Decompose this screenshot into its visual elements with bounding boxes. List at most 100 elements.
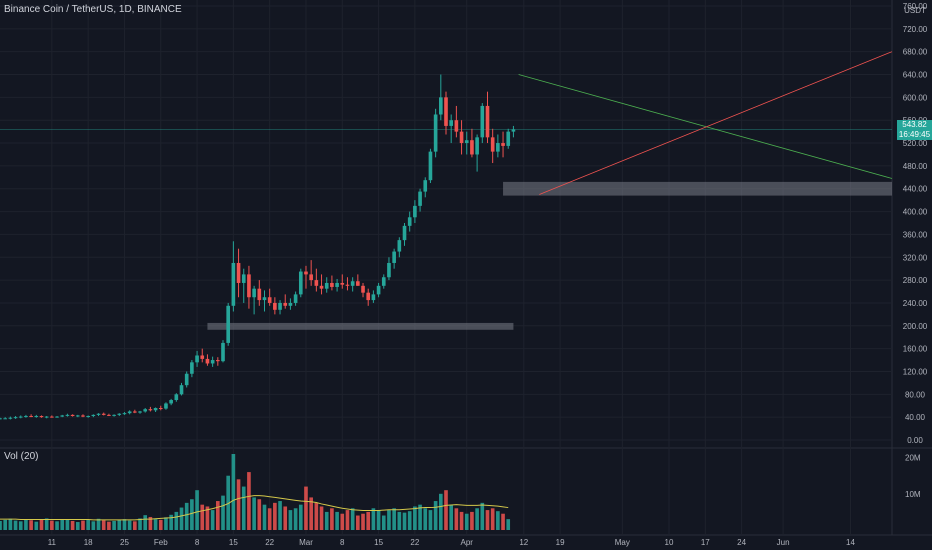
candle-body	[247, 274, 251, 298]
volume-bar	[29, 520, 33, 530]
volume-bar	[407, 511, 412, 530]
candle-body	[496, 143, 500, 152]
candle-body	[366, 292, 371, 301]
volume-bar	[475, 508, 479, 530]
x-tick-label: 14	[846, 538, 855, 547]
y-tick-label: 400.00	[903, 208, 928, 217]
grid-lines	[0, 0, 932, 536]
candle-body	[423, 180, 428, 192]
candle-body	[257, 288, 262, 301]
candle-body	[464, 140, 469, 144]
candle-body	[164, 403, 168, 409]
volume-bar	[91, 521, 96, 530]
y-tick-label: 200.00	[903, 322, 928, 331]
candle-body	[91, 414, 96, 417]
volume-bar	[81, 520, 85, 530]
candle-body	[490, 137, 495, 152]
volume-bar	[501, 513, 505, 530]
volume-bar	[107, 521, 111, 530]
volume-bar	[179, 507, 184, 530]
volume-bar	[397, 511, 402, 530]
current-price: 543.82	[902, 120, 927, 129]
volume-bar	[480, 502, 485, 530]
volume-bar	[184, 502, 189, 530]
volume-bar	[13, 520, 18, 530]
y-tick-label: 160.00	[903, 345, 928, 354]
volume-bar	[174, 511, 179, 530]
trendline-lower	[539, 51, 893, 195]
y-tick-label: 640.00	[903, 71, 928, 80]
x-tick-label: Apr	[461, 538, 474, 547]
volume-bar	[340, 513, 345, 530]
x-tick-label: 19	[556, 538, 565, 547]
candle-body	[319, 285, 324, 289]
currency-label: USDT	[904, 6, 926, 15]
price-axis[interactable]: 760.00720.00680.00640.00600.00560.00520.…	[903, 2, 928, 445]
volume-bar	[153, 519, 158, 530]
y-tick-label: 520.00	[903, 139, 928, 148]
volume-bar	[96, 518, 101, 530]
volume-bar	[34, 521, 39, 530]
current-price-tag: 543.82 16:49:45	[897, 120, 932, 140]
candle-body	[392, 251, 396, 263]
candle-body	[438, 97, 443, 115]
y-tick-label: 480.00	[903, 162, 928, 171]
volume-bar	[288, 510, 293, 530]
volume-bar	[65, 519, 70, 530]
candle-body	[221, 342, 225, 362]
candle-body	[309, 274, 313, 281]
candle-body	[428, 151, 433, 181]
candle-body	[304, 271, 308, 275]
bar-countdown: 16:49:45	[898, 130, 931, 139]
x-tick-label: 11	[48, 538, 57, 547]
volume-bar	[75, 522, 80, 530]
volume-bar	[309, 497, 313, 530]
candle-body	[413, 205, 417, 218]
candle-body	[29, 416, 33, 418]
y-tick-label: 360.00	[903, 230, 928, 239]
candle-body	[356, 281, 360, 286]
volume-axis[interactable]: 20M 10M	[905, 454, 921, 499]
candle-body	[200, 355, 205, 359]
time-axis[interactable]: 11 18 25 Feb 8 15 22 Mar 8 15 22 Apr 12 19 May 10 17 24 Ju…	[48, 538, 856, 547]
volume-bar	[221, 495, 225, 530]
candle-body	[210, 360, 215, 364]
candle-body	[293, 294, 298, 303]
candle-body	[153, 408, 158, 411]
candle-body	[44, 416, 49, 418]
candle-body	[449, 120, 454, 126]
volume-bar	[490, 508, 495, 530]
volume-indicator-label[interactable]: Vol (20)	[4, 451, 39, 462]
volume-bar	[438, 493, 443, 530]
candle-body	[24, 416, 28, 418]
y-tick-label: 720.00	[903, 25, 928, 34]
volume-bar	[293, 508, 298, 530]
volume-bar	[470, 511, 474, 530]
x-tick-label: May	[615, 538, 630, 547]
volume-bar	[485, 510, 490, 530]
volume-bar	[148, 516, 153, 530]
candle-body	[184, 373, 189, 386]
candle-body	[18, 416, 23, 418]
candle-body	[50, 416, 54, 418]
candle-body	[34, 416, 39, 418]
x-tick-label: 15	[374, 538, 383, 547]
candle-body	[8, 417, 13, 419]
volume-bar	[278, 501, 282, 530]
x-tick-label: 10	[665, 538, 674, 547]
volume-bar	[215, 501, 220, 530]
volume-bar	[60, 519, 65, 530]
x-tick-label: 18	[84, 538, 93, 547]
volume-bar	[402, 512, 407, 530]
y-tick-label: 240.00	[903, 299, 928, 308]
candle-body	[444, 97, 448, 126]
volume-bar	[392, 508, 396, 530]
y-tick-label: 440.00	[903, 185, 928, 194]
x-tick-label: 22	[410, 538, 419, 547]
candle-body	[267, 297, 272, 303]
candle-body	[345, 284, 350, 286]
volume-bar	[314, 502, 319, 530]
y-tick-label: 0.00	[907, 436, 923, 445]
volume-bar	[18, 521, 23, 530]
